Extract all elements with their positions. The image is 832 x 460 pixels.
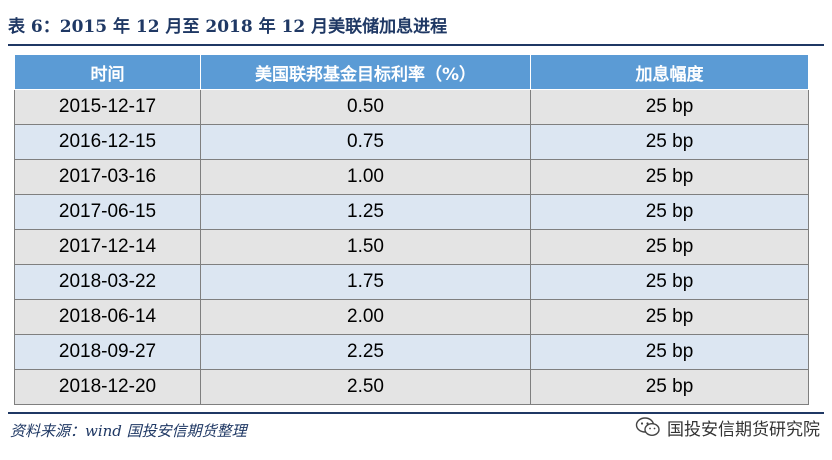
- rate-cell: 0.50: [200, 89, 531, 125]
- date-cell: 2018-03-22: [14, 264, 201, 300]
- title-divider: [8, 44, 824, 46]
- date-cell: 2016-12-15: [14, 124, 201, 160]
- hike-cell: 25 bp: [530, 229, 809, 265]
- table-row: 2017-06-15 1.25 25 bp: [14, 194, 809, 230]
- hike-cell: 25 bp: [530, 89, 809, 125]
- hike-cell: 25 bp: [530, 159, 809, 195]
- date-cell: 2018-06-14: [14, 299, 201, 335]
- date-cell: 2018-09-27: [14, 334, 201, 370]
- rate-hike-table: 时间 美国联邦基金目标利率（%） 加息幅度 2015-12-17 0.50 25…: [14, 54, 809, 405]
- source-note: 资料来源：wind 国投安信期货整理: [10, 422, 247, 440]
- table-row: 2015-12-17 0.50 25 bp: [14, 89, 809, 125]
- rate-cell: 1.75: [200, 264, 531, 300]
- rate-cell: 2.50: [200, 369, 531, 405]
- hike-cell: 25 bp: [530, 264, 809, 300]
- date-cell: 2018-12-20: [14, 369, 201, 405]
- header-rate: 美国联邦基金目标利率（%）: [200, 54, 531, 90]
- rate-cell: 0.75: [200, 124, 531, 160]
- date-cell: 2017-06-15: [14, 194, 201, 230]
- hike-cell: 25 bp: [530, 334, 809, 370]
- table-row: 2018-12-20 2.50 25 bp: [14, 369, 809, 405]
- table-row: 2018-03-22 1.75 25 bp: [14, 264, 809, 300]
- header-date: 时间: [14, 54, 201, 90]
- table-row: 2017-03-16 1.00 25 bp: [14, 159, 809, 195]
- rate-cell: 1.50: [200, 229, 531, 265]
- rate-cell: 2.25: [200, 334, 531, 370]
- date-cell: 2015-12-17: [14, 89, 201, 125]
- table-title: 表 6：2015 年 12 月至 2018 年 12 月美联储加息进程: [8, 17, 448, 37]
- table-row: 2016-12-15 0.75 25 bp: [14, 124, 809, 160]
- hike-cell: 25 bp: [530, 369, 809, 405]
- table-header-row: 时间 美国联邦基金目标利率（%） 加息幅度: [14, 54, 809, 90]
- rate-cell: 1.25: [200, 194, 531, 230]
- wechat-icon: [635, 417, 660, 437]
- hike-cell: 25 bp: [530, 124, 809, 160]
- header-hike: 加息幅度: [530, 54, 809, 90]
- table-row: 2018-09-27 2.25 25 bp: [14, 334, 809, 370]
- table-row: 2017-12-14 1.50 25 bp: [14, 229, 809, 265]
- hike-cell: 25 bp: [530, 299, 809, 335]
- date-cell: 2017-03-16: [14, 159, 201, 195]
- rate-cell: 1.00: [200, 159, 531, 195]
- watermark: 国投安信期货研究院: [635, 414, 820, 440]
- table-row: 2018-06-14 2.00 25 bp: [14, 299, 809, 335]
- watermark-text: 国投安信期货研究院: [667, 419, 820, 440]
- hike-cell: 25 bp: [530, 194, 809, 230]
- rate-cell: 2.00: [200, 299, 531, 335]
- source-divider: [8, 412, 824, 414]
- date-cell: 2017-12-14: [14, 229, 201, 265]
